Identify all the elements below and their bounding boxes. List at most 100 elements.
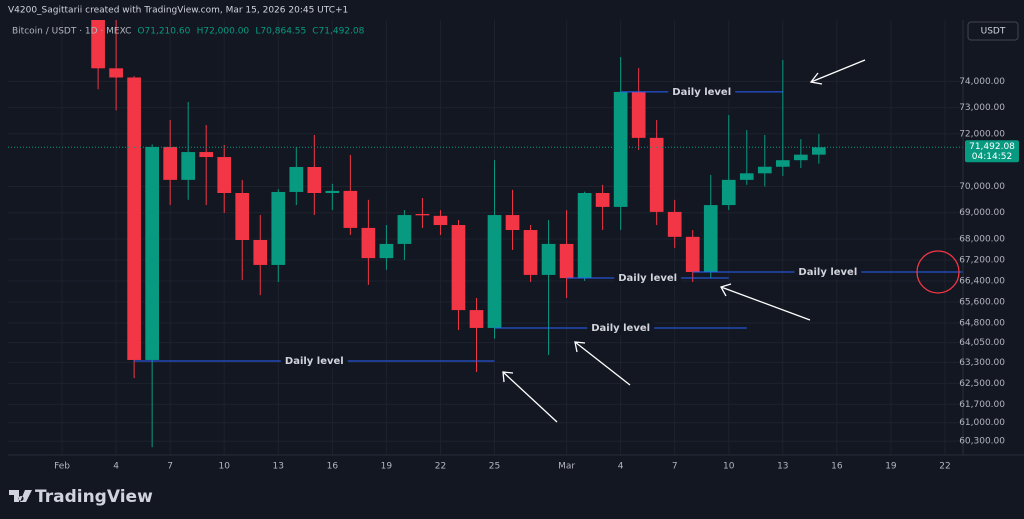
candle-body (127, 77, 141, 360)
candle-body (217, 157, 232, 194)
y-tick-label: 68,000.00 (959, 234, 1005, 244)
candle-body (379, 243, 394, 259)
level-label-bg (280, 355, 348, 369)
x-tick-label: 4 (618, 462, 624, 472)
candle-body (523, 230, 538, 275)
y-tick-label: 69,000.00 (959, 208, 1005, 218)
x-tick-label: Mar (558, 462, 575, 472)
x-tick-label: 7 (672, 462, 678, 472)
y-tick-label: 63,300.00 (959, 358, 1005, 368)
y-tick-label: 66,400.00 (959, 276, 1005, 286)
logo-icon (9, 490, 32, 502)
annotations (502, 59, 960, 423)
candle-body (469, 310, 484, 328)
x-tick-label: 19 (885, 462, 897, 472)
candle-body (667, 211, 682, 237)
candle-body (109, 68, 123, 78)
candle-body (289, 167, 304, 192)
y-tick-label: 72,000.00 (959, 129, 1005, 139)
arrow (502, 371, 558, 423)
currency-button-label[interactable]: USDT (981, 27, 1006, 37)
candle-body (415, 214, 430, 216)
candle-body (613, 91, 628, 207)
last-price-badge (965, 140, 1019, 163)
candle-body (595, 193, 610, 207)
y-tick-label: 64,800.00 (959, 318, 1005, 328)
arrow (810, 59, 866, 83)
y-tick-label: 61,000.00 (959, 418, 1005, 428)
candle-body (649, 137, 664, 212)
candle-body (91, 20, 105, 69)
x-tick-label: 22 (939, 462, 950, 472)
candle-body (235, 193, 250, 240)
y-tick-label: 62,500.00 (959, 379, 1005, 389)
last-price-label: 71,492.08 (969, 142, 1015, 152)
level-label-bg (794, 265, 862, 279)
x-tick-label: 7 (167, 462, 173, 472)
x-tick-label: 22 (435, 462, 446, 472)
arrow-head (720, 283, 732, 297)
arrow (720, 286, 811, 321)
candle-body (271, 191, 286, 265)
y-tick-label: 60,300.00 (959, 437, 1005, 447)
x-tick-label: 10 (218, 462, 230, 472)
ohlc-value: L70,864.55 (255, 27, 306, 37)
y-tick-label: 65,600.00 (959, 297, 1005, 307)
countdown: 04:14:52 (972, 152, 1012, 162)
arrow-head (809, 72, 823, 85)
y-tick-label: 67,200.00 (959, 255, 1005, 265)
level-label: Daily level (618, 273, 677, 284)
x-tick-label: 25 (489, 462, 500, 472)
x-tick-label: 16 (831, 462, 843, 472)
candle-body (577, 193, 592, 279)
ohlc-value: C71,492.08 (312, 27, 364, 37)
x-tick-label: 16 (327, 462, 339, 472)
x-tick-label: Feb (54, 462, 70, 472)
y-tick-label: 70,000.00 (959, 182, 1005, 192)
candle-body (397, 215, 412, 244)
level-label-bg (614, 272, 682, 286)
arrow-head (574, 341, 586, 353)
symbol: Bitcoin / USDT · 1D · MEXC (12, 27, 131, 37)
level-label: Daily level (285, 356, 344, 367)
candle-body (253, 239, 268, 265)
y-tick-label: 73,000.00 (959, 103, 1005, 113)
level-label: Daily level (591, 323, 650, 334)
candle-body (451, 225, 466, 311)
candle-body (181, 152, 196, 180)
x-tick-label: 13 (777, 462, 788, 472)
x-tick-label: 13 (273, 462, 284, 472)
x-tick-label: 10 (723, 462, 735, 472)
credit: V4200_Sagittarii created with TradingVie… (8, 6, 348, 16)
level-label-bg (587, 322, 655, 336)
candle-body (145, 146, 159, 360)
grid (8, 20, 963, 455)
y-tick-label: 64,050.00 (959, 338, 1005, 348)
ohlc-value: H72,000.00 (197, 27, 250, 37)
x-tick-label: 19 (381, 462, 393, 472)
y-tick-label: 61,700.00 (959, 400, 1005, 410)
candle-body (685, 236, 700, 273)
candle-body (541, 243, 556, 275)
candle-body (163, 146, 178, 180)
currency-button[interactable] (967, 21, 1019, 41)
level-label: Daily level (798, 267, 857, 278)
candle-body (559, 243, 574, 279)
highlight-circle (916, 250, 960, 294)
candle-body (793, 154, 808, 161)
arrow-head (502, 371, 514, 383)
candle-body (721, 179, 736, 206)
candle-body (307, 167, 322, 194)
level-label-bg (668, 85, 736, 99)
candle-body (703, 205, 718, 273)
candle-body (487, 215, 502, 328)
plot-area: Daily level Daily level Daily level Daily l… (8, 20, 963, 448)
x-tick-label: 4 (113, 462, 119, 472)
candle-body (631, 91, 646, 138)
candle-body (757, 166, 772, 174)
candle-body (505, 215, 520, 231)
candle-body (199, 152, 214, 158)
candle-body (325, 190, 340, 194)
logo: TradingView (9, 487, 153, 507)
